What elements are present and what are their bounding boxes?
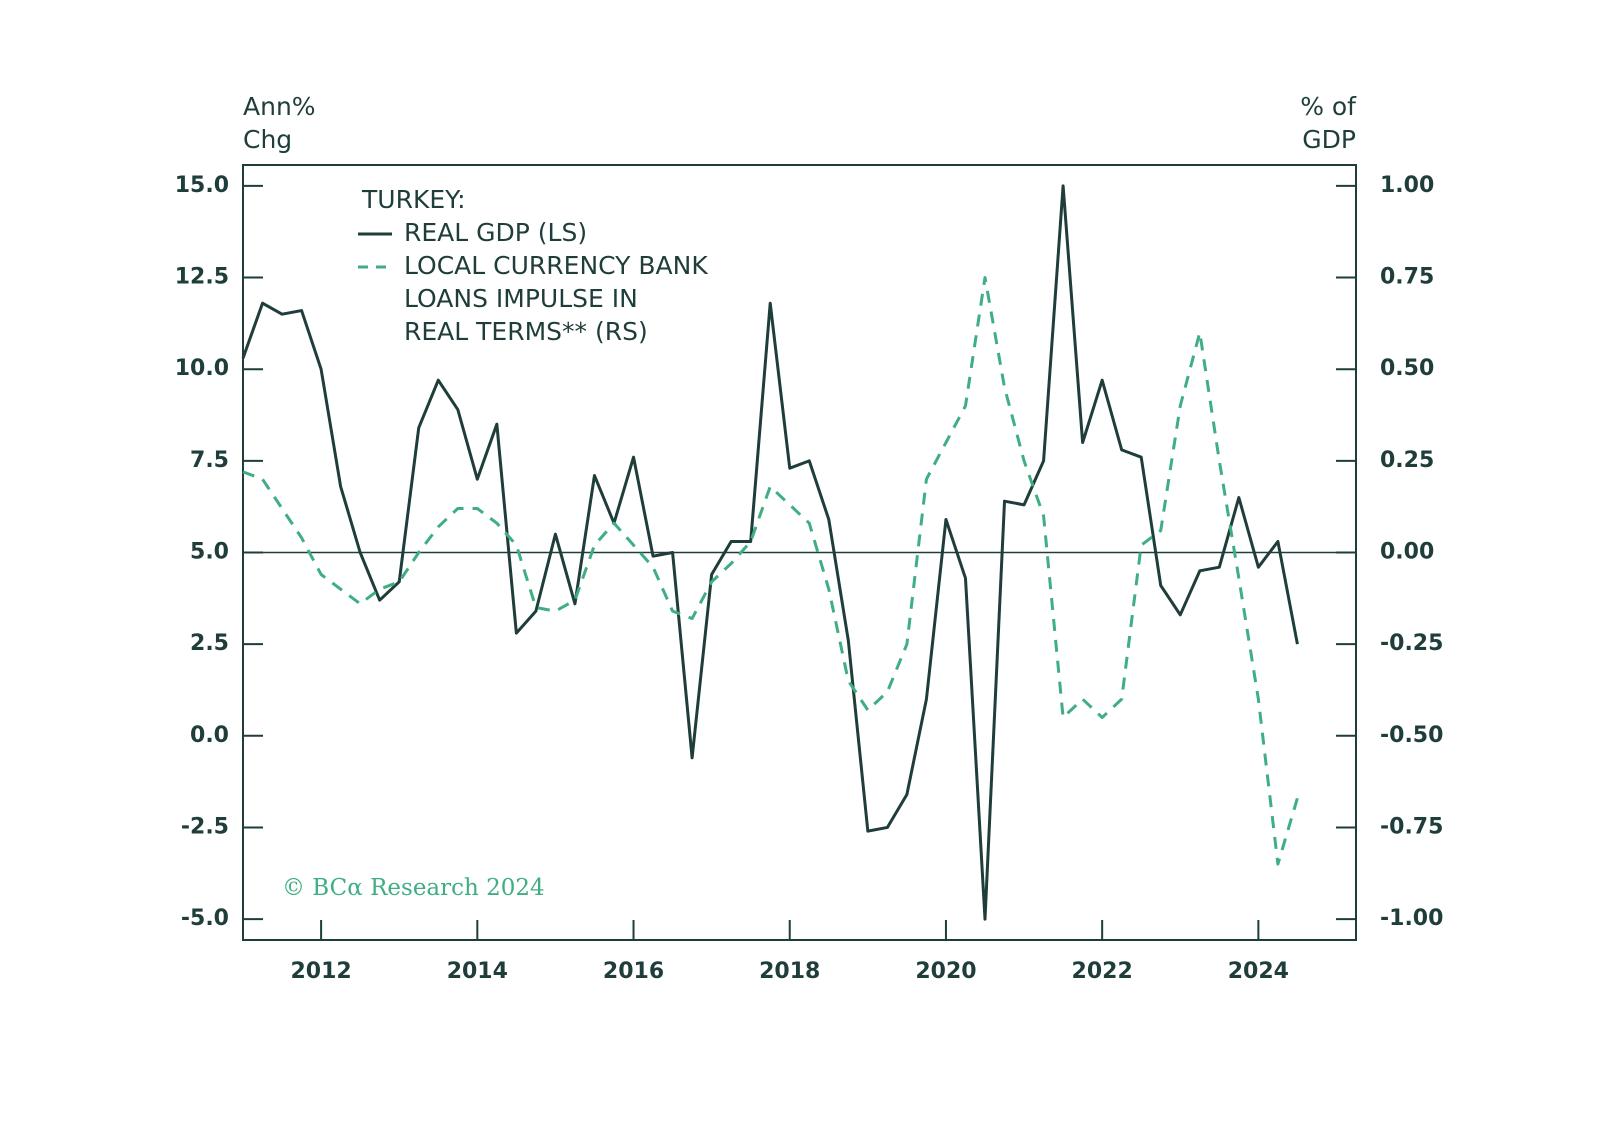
series-line [242, 276, 1299, 866]
y2-axis-label: % of [1300, 92, 1357, 121]
legend-label: REAL TERMS** (RS) [404, 317, 648, 346]
legend-label: LOANS IMPULSE IN [404, 284, 638, 313]
legend-label: REAL GDP (LS) [404, 218, 587, 247]
y-tick-label: 5.0 [190, 540, 229, 565]
y2-tick-label: -0.75 [1380, 814, 1443, 839]
x-tick-label: 2024 [1228, 959, 1289, 984]
series-line [241, 184, 1299, 921]
y2-axis-label: GDP [1302, 125, 1356, 154]
y-tick-label: 10.0 [175, 356, 229, 381]
x-tick-label: 2020 [915, 959, 976, 984]
y2-tick-label: -0.25 [1380, 631, 1443, 656]
y-tick-label: 0.0 [190, 723, 229, 748]
y-axis-label: Ann% [243, 92, 316, 121]
y-tick-label: 15.0 [175, 173, 229, 198]
y2-tick-label: -1.00 [1380, 906, 1443, 931]
y-axis-label: Chg [243, 125, 292, 154]
y2-tick-label: 1.00 [1380, 173, 1434, 198]
y2-tick-label: 0.25 [1380, 448, 1434, 473]
y2-tick-label: 0.00 [1380, 540, 1434, 565]
y2-tick-label: 0.75 [1380, 265, 1434, 290]
copyright: © BCα Research 2024 [282, 875, 545, 901]
x-tick-label: 2012 [290, 959, 351, 984]
x-tick-label: 2022 [1072, 959, 1133, 984]
legend-label: LOCAL CURRENCY BANK [404, 251, 708, 280]
y-tick-label: 7.5 [190, 448, 229, 473]
y-tick-label: -5.0 [181, 906, 229, 931]
legend-title: TURKEY: [361, 185, 466, 214]
x-tick-label: 2016 [603, 959, 664, 984]
y2-tick-label: 0.50 [1380, 356, 1434, 381]
y2-tick-label: -0.50 [1380, 723, 1443, 748]
x-tick-label: 2018 [759, 959, 820, 984]
x-tick-label: 2014 [447, 959, 508, 984]
y-tick-label: -2.5 [181, 814, 229, 839]
y-tick-label: 12.5 [175, 265, 229, 290]
y-tick-label: 2.5 [190, 631, 229, 656]
